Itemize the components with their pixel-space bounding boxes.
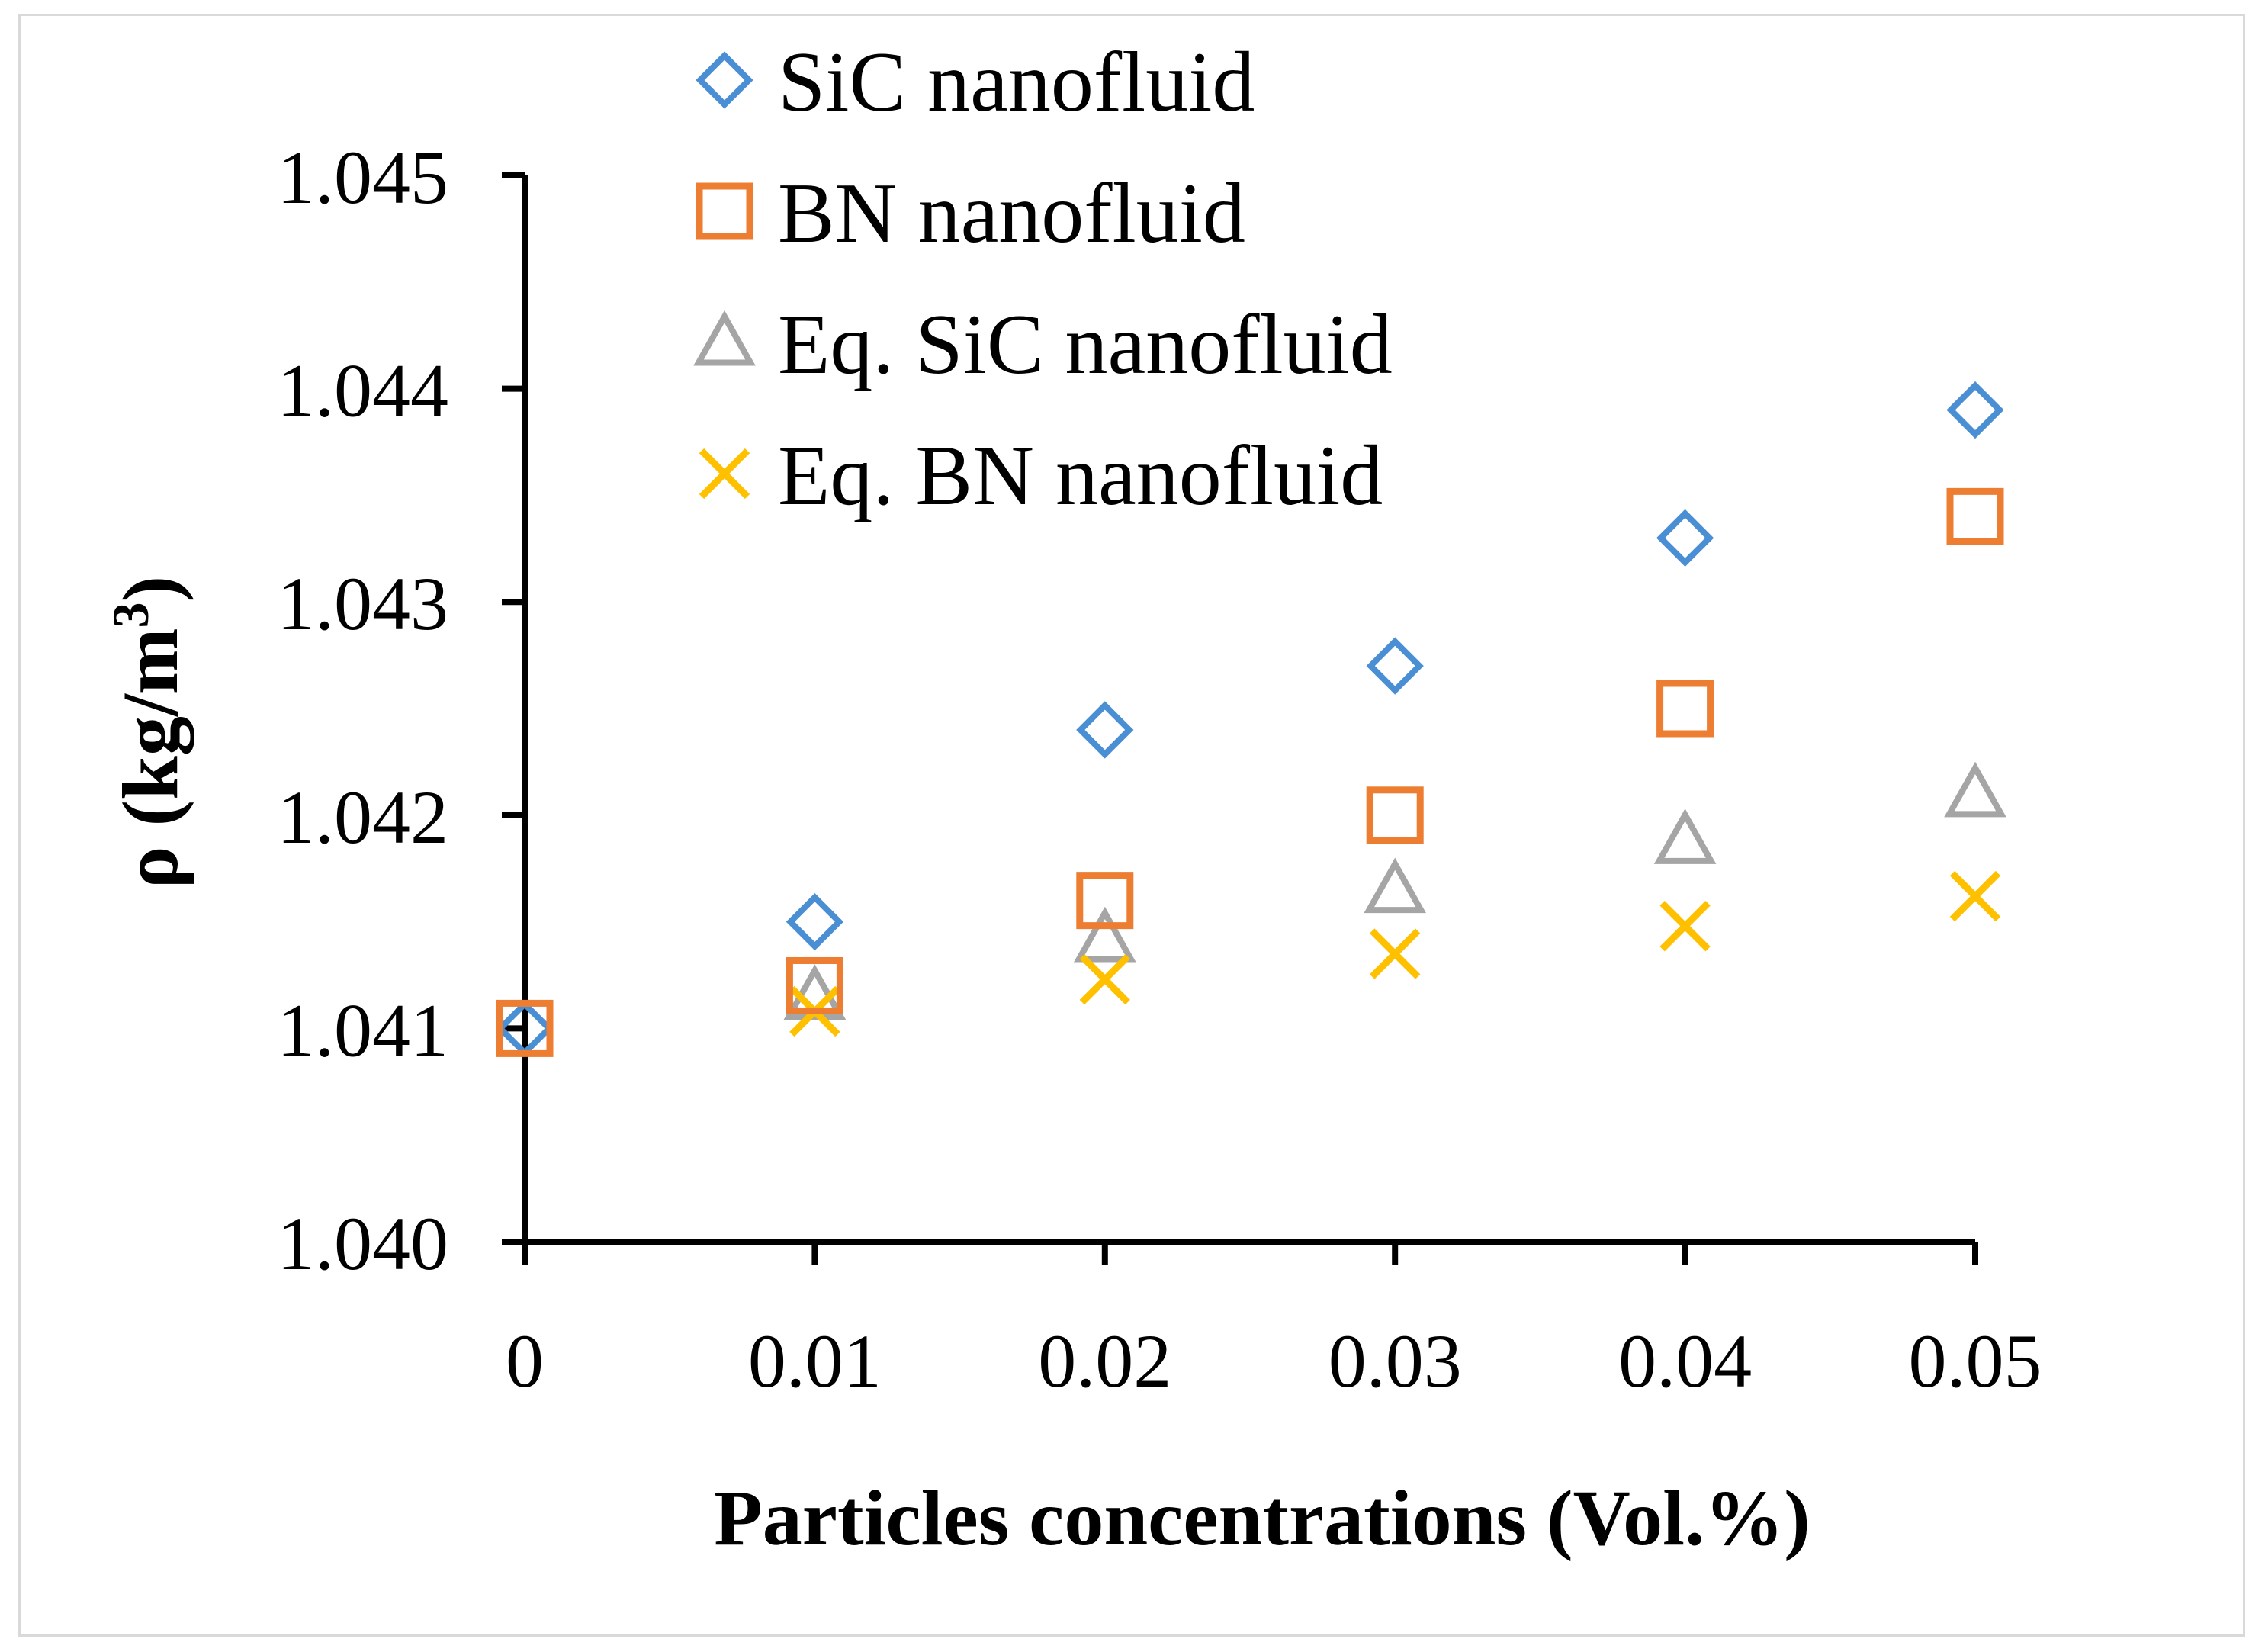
data-point-triangle: [1073, 906, 1136, 963]
data-point-square: [1656, 680, 1714, 738]
data-point-square: [1076, 872, 1134, 930]
axes: [522, 175, 1975, 1245]
legend-marker-cross: [699, 448, 750, 500]
x-tick-label: 0.05: [1909, 1319, 2042, 1403]
y-axis-title-main: ρ (kg/m: [107, 628, 194, 889]
data-point-square: [1366, 786, 1424, 844]
y-tick-label: 1.043: [277, 561, 448, 646]
data-point-cross: [1079, 953, 1130, 1005]
data-point-triangle: [1364, 857, 1427, 914]
data-point-square: [496, 999, 554, 1057]
y-tick-label: 1.040: [277, 1201, 448, 1286]
data-point-triangle: [1944, 761, 2006, 818]
y-tick-label: 1.041: [277, 988, 448, 1072]
y-axis-title: ρ (kg/m3): [101, 576, 194, 889]
legend-marker-triangle: [693, 310, 756, 366]
legend-label: BN nanofluid: [778, 166, 1245, 261]
y-axis-ticks: 1.040 1.041 1.042 1.043 1.044 1.045: [277, 135, 525, 1286]
data-point-square: [1946, 487, 2004, 545]
x-tick-label: 0: [506, 1319, 544, 1403]
legend-item: Eq. BN nanofluid: [699, 429, 1383, 523]
legend-label: SiC nanofluid: [778, 35, 1255, 130]
y-tick-label: 1.045: [277, 135, 448, 220]
chart-frame: [18, 14, 2245, 1637]
x-tick-label: 0.03: [1328, 1319, 1462, 1403]
legend-marker-diamond: [696, 51, 753, 109]
legend-marker-square: [696, 182, 753, 240]
x-tick-label: 0.04: [1618, 1319, 1752, 1403]
legend-item: BN nanofluid: [696, 166, 1245, 261]
legend-label: Eq. SiC nanofluid: [778, 297, 1393, 392]
x-axis-ticks: 0 0.01 0.02 0.03 0.04 0.05: [506, 1242, 2042, 1403]
legend: SiC nanofluid BN nanofluid Eq. SiC nanoflu…: [693, 35, 1393, 523]
y-axis-title-close: ): [107, 576, 194, 603]
x-axis-title: Particles concentrations (Vol.%): [714, 1474, 1810, 1562]
y-tick-label: 1.044: [277, 349, 448, 433]
data-point-cross: [1659, 901, 1711, 952]
data-marks: [496, 381, 2006, 1058]
y-axis-title-superscript: 3: [101, 602, 159, 628]
x-tick-label: 0.01: [748, 1319, 882, 1403]
legend-item: SiC nanofluid: [696, 35, 1255, 130]
x-tick-label: 0.02: [1038, 1319, 1171, 1403]
data-point-cross: [1370, 928, 1421, 979]
data-point-diamond: [1076, 701, 1134, 759]
data-point-diamond: [786, 892, 844, 951]
data-point-triangle: [1653, 808, 1717, 864]
legend-item: Eq. SiC nanofluid: [693, 297, 1393, 392]
legend-label: Eq. BN nanofluid: [778, 429, 1383, 523]
data-point-diamond: [1946, 381, 2004, 439]
y-tick-label: 1.042: [277, 775, 448, 860]
data-point-cross: [1949, 870, 2001, 922]
data-point-square: [786, 956, 843, 1014]
data-point-diamond: [1366, 637, 1424, 695]
data-point-diamond: [1656, 509, 1714, 567]
